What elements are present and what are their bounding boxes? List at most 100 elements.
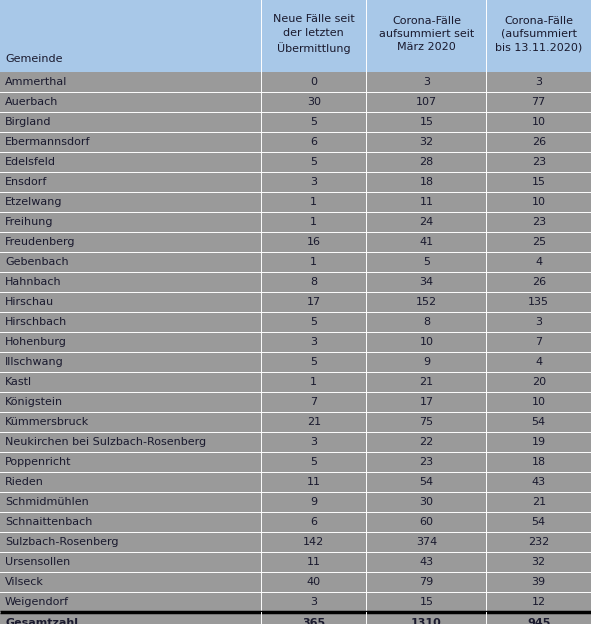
- Text: 1310: 1310: [411, 618, 442, 624]
- Text: 11: 11: [420, 197, 433, 207]
- Text: 3: 3: [423, 77, 430, 87]
- Bar: [0, 412, 591, 432]
- Text: Königstein: Königstein: [5, 397, 63, 407]
- Text: 16: 16: [307, 237, 321, 247]
- Text: 54: 54: [420, 477, 433, 487]
- Text: 3: 3: [310, 177, 317, 187]
- Text: 1: 1: [310, 197, 317, 207]
- Text: 3: 3: [535, 77, 542, 87]
- Text: 142: 142: [303, 537, 324, 547]
- Bar: [0, 252, 591, 272]
- Text: 15: 15: [420, 597, 433, 607]
- Text: 5: 5: [310, 157, 317, 167]
- Text: 3: 3: [310, 597, 317, 607]
- Text: 60: 60: [420, 517, 433, 527]
- Text: Sulzbach-Rosenberg: Sulzbach-Rosenberg: [5, 537, 119, 547]
- Text: 365: 365: [302, 618, 326, 624]
- Bar: [0, 232, 591, 252]
- Text: 39: 39: [532, 577, 545, 587]
- Text: 18: 18: [420, 177, 433, 187]
- Text: 135: 135: [528, 297, 549, 307]
- Text: 43: 43: [420, 557, 433, 567]
- Text: 5: 5: [310, 317, 317, 327]
- Text: 21: 21: [532, 497, 545, 507]
- Bar: [0, 392, 591, 412]
- Text: 40: 40: [307, 577, 321, 587]
- Text: 0: 0: [310, 77, 317, 87]
- Text: 17: 17: [307, 297, 321, 307]
- Text: 30: 30: [307, 97, 321, 107]
- Text: 15: 15: [532, 177, 545, 187]
- Text: Hirschau: Hirschau: [5, 297, 54, 307]
- Text: 5: 5: [310, 457, 317, 467]
- Bar: [0, 352, 591, 372]
- Bar: [0, 192, 591, 212]
- Text: 7: 7: [535, 337, 543, 347]
- Text: Hahnbach: Hahnbach: [5, 277, 61, 287]
- Text: 1: 1: [310, 257, 317, 267]
- Bar: [0, 212, 591, 232]
- Text: Neue Fälle seit
der letzten
Übermittlung: Neue Fälle seit der letzten Übermittlung: [273, 14, 355, 54]
- Text: 232: 232: [528, 537, 549, 547]
- Text: Ensdorf: Ensdorf: [5, 177, 47, 187]
- Text: 24: 24: [419, 217, 434, 227]
- Text: 10: 10: [532, 197, 545, 207]
- Text: 4: 4: [535, 357, 543, 367]
- Text: Schnaittenbach: Schnaittenbach: [5, 517, 92, 527]
- Text: 1: 1: [310, 377, 317, 387]
- Text: Weigendorf: Weigendorf: [5, 597, 69, 607]
- Text: Hirschbach: Hirschbach: [5, 317, 67, 327]
- Text: Gesamtzahl: Gesamtzahl: [5, 618, 78, 624]
- Text: Gebenbach: Gebenbach: [5, 257, 69, 267]
- Text: Rieden: Rieden: [5, 477, 44, 487]
- Bar: [0, 332, 591, 352]
- Text: 21: 21: [307, 417, 321, 427]
- Text: 54: 54: [532, 517, 545, 527]
- Bar: [0, 372, 591, 392]
- Text: 8: 8: [423, 317, 430, 327]
- Text: Ursensollen: Ursensollen: [5, 557, 70, 567]
- Text: 23: 23: [420, 457, 433, 467]
- Text: Kastl: Kastl: [5, 377, 32, 387]
- Text: Gemeinde: Gemeinde: [5, 54, 63, 64]
- Text: 3: 3: [310, 437, 317, 447]
- Text: 5: 5: [423, 257, 430, 267]
- Text: Hohenburg: Hohenburg: [5, 337, 67, 347]
- Text: Poppenricht: Poppenricht: [5, 457, 72, 467]
- Text: Schmidmühlen: Schmidmühlen: [5, 497, 89, 507]
- Text: 5: 5: [310, 357, 317, 367]
- Text: 41: 41: [420, 237, 433, 247]
- Text: 12: 12: [532, 597, 545, 607]
- Text: 1: 1: [310, 217, 317, 227]
- Text: Ammerthal: Ammerthal: [5, 77, 67, 87]
- Text: 11: 11: [307, 477, 321, 487]
- Bar: [0, 492, 591, 512]
- Text: 10: 10: [420, 337, 433, 347]
- Text: 23: 23: [532, 217, 545, 227]
- Text: 75: 75: [420, 417, 433, 427]
- Text: 10: 10: [532, 397, 545, 407]
- Bar: [0, 152, 591, 172]
- Text: 3: 3: [310, 337, 317, 347]
- Bar: [0, 0, 591, 72]
- Text: 15: 15: [420, 117, 433, 127]
- Text: 17: 17: [420, 397, 433, 407]
- Text: 79: 79: [419, 577, 434, 587]
- Text: Auerbach: Auerbach: [5, 97, 59, 107]
- Bar: [0, 92, 591, 112]
- Bar: [0, 552, 591, 572]
- Text: 374: 374: [416, 537, 437, 547]
- Text: 11: 11: [307, 557, 321, 567]
- Text: 26: 26: [532, 277, 545, 287]
- Text: 6: 6: [310, 137, 317, 147]
- Bar: [0, 512, 591, 532]
- Text: Edelsfeld: Edelsfeld: [5, 157, 56, 167]
- Text: 8: 8: [310, 277, 317, 287]
- Text: 9: 9: [423, 357, 430, 367]
- Text: 30: 30: [420, 497, 433, 507]
- Bar: [0, 132, 591, 152]
- Text: 152: 152: [416, 297, 437, 307]
- Text: 6: 6: [310, 517, 317, 527]
- Text: 28: 28: [419, 157, 434, 167]
- Text: 4: 4: [535, 257, 543, 267]
